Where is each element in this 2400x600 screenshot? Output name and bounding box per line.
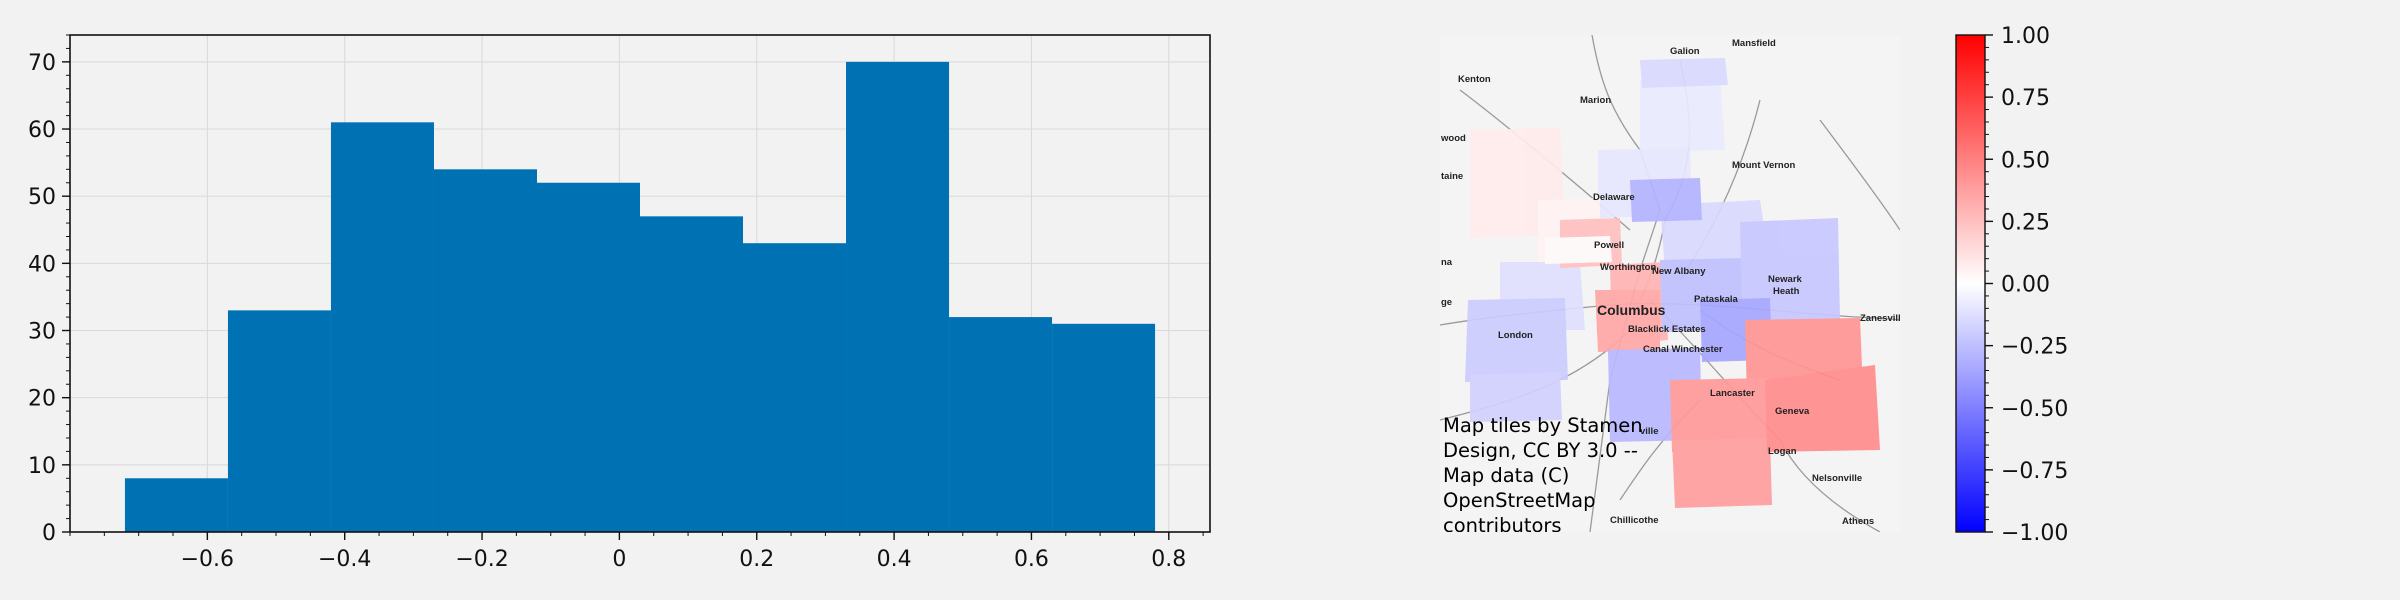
- place-label: Logan: [1768, 446, 1797, 457]
- place-label: Marion: [1580, 95, 1611, 106]
- histogram-bar: [949, 317, 1053, 532]
- x-tick-label: −0.6: [181, 547, 234, 572]
- basemap-attribution: Map tiles by Stamen Design, CC BY 3.0 --…: [1443, 414, 1643, 537]
- histogram-panel: −0.6 −0.4 −0.2 0 0.2 0.4 0.6 0.8 0 10 20 30 40 50 60 7…: [28, 34, 1211, 572]
- place-label: Powell: [1594, 240, 1624, 251]
- attribution-line: Design, CC BY 3.0 --: [1443, 439, 1638, 462]
- y-tick-label: 10: [28, 454, 56, 479]
- map-region: [1465, 298, 1568, 382]
- histogram-bar: [330, 122, 434, 532]
- colorbar-tick-label: −0.75: [2001, 459, 2068, 484]
- attribution-line: contributors: [1443, 514, 1562, 537]
- histogram-bar: [1052, 323, 1156, 532]
- histogram-bars: [124, 61, 1156, 533]
- colorbar-gradient: [1955, 34, 1986, 533]
- place-label: Newark: [1768, 274, 1803, 285]
- attribution-line: Map data (C): [1443, 464, 1569, 487]
- place-label: Kenton: [1458, 74, 1491, 85]
- map-region: [1470, 372, 1562, 422]
- map-region: [1630, 178, 1702, 222]
- x-tick-label: −0.4: [318, 547, 371, 572]
- map-region: [1545, 236, 1612, 264]
- y-tick-label: 20: [28, 387, 56, 412]
- place-label: Geneva: [1775, 406, 1810, 417]
- histogram-bar: [433, 169, 537, 532]
- x-tick-label: 0.6: [1014, 547, 1049, 572]
- y-tick-label: 60: [28, 118, 56, 143]
- colorbar: 1.00 0.75 0.50 0.25 0.00 −0.25 −0.50 −0.75 −1.00: [1955, 24, 2068, 546]
- place-label: Zanesville: [1860, 313, 1906, 324]
- colorbar-tick-label: 1.00: [2001, 24, 2050, 49]
- x-tick-label: 0.2: [739, 547, 774, 572]
- place-label: Mansfield: [1732, 38, 1776, 49]
- place-label: Galion: [1670, 46, 1700, 57]
- map-region: [1740, 218, 1840, 322]
- place-label: Worthington: [1600, 262, 1656, 273]
- x-tick-label: 0.4: [877, 547, 912, 572]
- y-tick-label: 40: [28, 252, 56, 277]
- place-label: na: [1441, 257, 1453, 268]
- colorbar-tick-label: −0.25: [2001, 335, 2068, 360]
- histogram-bar: [536, 182, 640, 532]
- place-label: Nelsonville: [1812, 473, 1862, 484]
- place-label: Delaware: [1593, 192, 1635, 203]
- map-region: [1672, 438, 1772, 508]
- place-label: wood: [1440, 133, 1466, 144]
- y-tick-label: 0: [42, 521, 56, 546]
- attribution-line: Map tiles by Stamen: [1443, 414, 1643, 437]
- x-tick-label: 0.8: [1151, 547, 1186, 572]
- colorbar-tick-label: 0.75: [2001, 86, 2050, 111]
- map-area: Galion Mansfield Kenton Marion wood Moun…: [1440, 35, 1906, 537]
- place-label: Pataskala: [1694, 294, 1739, 305]
- map-region: [1595, 290, 1660, 352]
- place-label: Columbus: [1597, 302, 1666, 318]
- colorbar-tick-label: −0.50: [2001, 397, 2068, 422]
- y-tick-label: 70: [28, 51, 56, 76]
- colorbar-tick-label: 0.00: [2001, 273, 2050, 298]
- place-label: Chillicothe: [1610, 515, 1659, 526]
- attribution-line: OpenStreetMap: [1443, 489, 1596, 512]
- map-place-labels: Galion Mansfield Kenton Marion wood Moun…: [1440, 38, 1906, 527]
- colorbar-tick-label: −1.00: [2001, 521, 2068, 546]
- histogram-axes-frame: [69, 34, 1211, 533]
- place-label: taine: [1441, 171, 1463, 182]
- y-tick-label: 50: [28, 185, 56, 210]
- histogram-bar: [743, 243, 847, 532]
- y-tick-label: 30: [28, 320, 56, 345]
- histogram-bar: [124, 478, 228, 532]
- histogram-bar: [227, 310, 331, 532]
- histogram-y-ticks: 0 10 20 30 40 50 60 70: [28, 34, 70, 546]
- place-label: London: [1498, 330, 1533, 341]
- colorbar-tick-label: 0.50: [2001, 148, 2050, 173]
- histogram-x-ticks: −0.6 −0.4 −0.2 0 0.2 0.4 0.6 0.8: [69, 532, 1204, 572]
- choropleth-regions: [1465, 58, 1880, 508]
- map-region: [1640, 58, 1728, 88]
- place-label: Mount Vernon: [1732, 160, 1796, 171]
- place-label: ville: [1640, 426, 1659, 437]
- place-label: Blacklick Estates: [1628, 324, 1706, 335]
- map-panel: Galion Mansfield Kenton Marion wood Moun…: [1440, 35, 1906, 537]
- place-label: Athens: [1842, 516, 1874, 527]
- place-label: Heath: [1773, 286, 1800, 297]
- x-tick-label: 0: [612, 547, 626, 572]
- map-region: [1765, 365, 1880, 452]
- colorbar-tick-label: 0.25: [2001, 210, 2050, 235]
- place-label: ge: [1441, 297, 1452, 308]
- histogram-bar: [640, 216, 744, 533]
- map-region: [1670, 378, 1772, 452]
- place-label: New Albany: [1652, 266, 1706, 277]
- x-tick-label: −0.2: [455, 547, 508, 572]
- map-region: [1640, 78, 1725, 152]
- histogram-bar: [846, 61, 950, 532]
- place-label: Canal Winchester: [1643, 344, 1723, 355]
- colorbar-ticks: 1.00 0.75 0.50 0.25 0.00 −0.25 −0.50 −0.75 −1.00: [1985, 24, 2068, 546]
- place-label: Lancaster: [1710, 388, 1755, 399]
